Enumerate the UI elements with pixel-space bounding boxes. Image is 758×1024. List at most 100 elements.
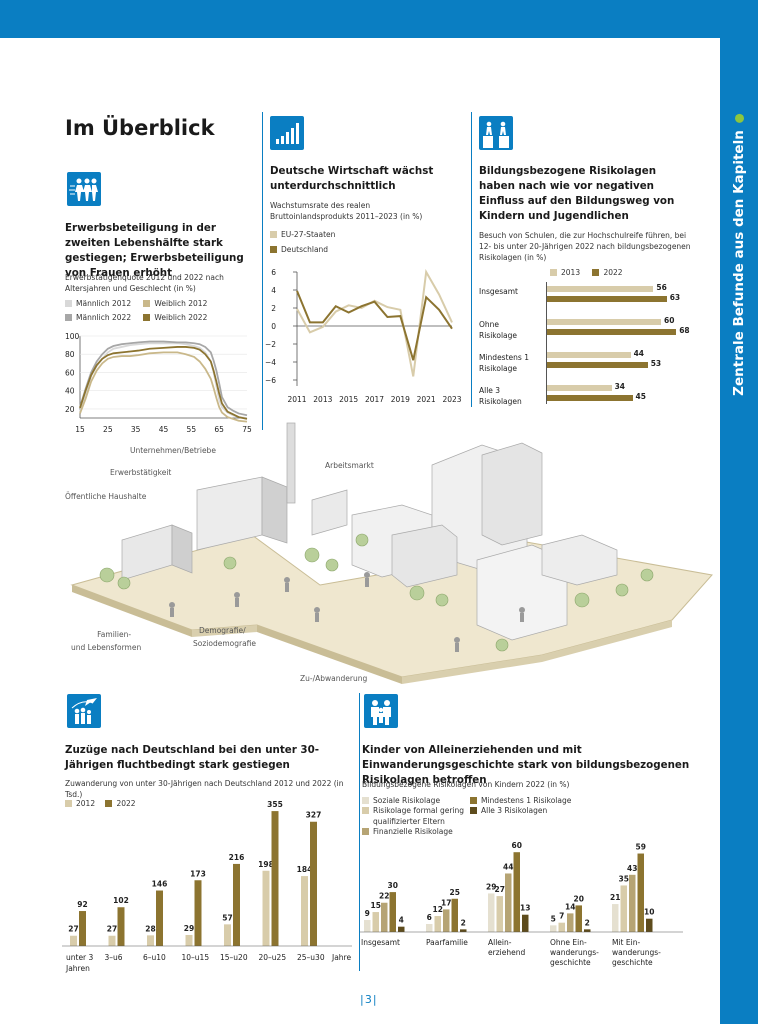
green-dot-icon	[734, 114, 744, 124]
bar	[451, 898, 458, 932]
bar-value-label: 10	[644, 908, 654, 917]
education-subtitle: Besuch von Schulen, die zur Hochschulrei…	[479, 231, 691, 262]
bar-value-label: 30	[388, 881, 398, 890]
bar-value-label: 15	[371, 901, 381, 910]
legend-label: Weiblich 2012	[154, 299, 208, 308]
bar-value-label: 21	[610, 893, 620, 902]
side-title-text: Zentrale Befunde aus den Kapiteln	[731, 130, 747, 396]
bar-value-label: 57	[222, 913, 232, 922]
economy-chart: 6 4 2 0 −2 −4 −6 2011 2013 2015 2017 2019 2021 2023	[265, 268, 462, 404]
bar	[460, 929, 467, 932]
legend-item: 2022	[592, 268, 623, 277]
label-demografie: Demografie/ Soziodemografie	[193, 624, 256, 650]
label-demografie-line2: Soziodemografie	[193, 639, 257, 648]
legend-label: Soziale Risikolage	[373, 796, 441, 805]
bar-value-label: 198	[258, 860, 274, 869]
label-arbeitsmarkt: Arbeitsmarkt	[325, 461, 374, 470]
x-tick-label: 45	[159, 425, 169, 434]
x-tick-label: 25	[103, 425, 113, 434]
bar-value-label: 102	[113, 896, 129, 905]
bar-v2013	[547, 319, 661, 325]
bar-value-label: 9	[365, 909, 370, 918]
top-banner	[0, 0, 758, 38]
row-label-line2: Risikolage	[479, 331, 518, 340]
bar-value-label: 13	[520, 904, 530, 913]
bar	[271, 811, 279, 946]
bar-value-label: 7	[559, 912, 564, 921]
label-unternehmen: Unternehmen/Betriebe	[130, 446, 216, 455]
bar-value-label: 2	[585, 918, 590, 927]
growth-bars-icon	[270, 116, 304, 150]
bar-value-label: 59	[636, 843, 646, 852]
family-icon	[364, 694, 398, 728]
legend-item: 2022	[105, 799, 136, 808]
bar-value-label: 45	[635, 392, 646, 401]
bar	[443, 909, 450, 932]
bar-v2013	[547, 352, 631, 358]
bar-v2022	[547, 296, 667, 302]
bar	[224, 924, 231, 946]
bar	[612, 904, 619, 932]
bar-value-label: 44	[503, 862, 513, 871]
bar-value-label: 355	[267, 800, 283, 809]
y-tick-label: 0	[271, 322, 276, 331]
education-chart: Insgesamt 56 63 Ohne Risikolage 60 68 Mindesten…	[479, 282, 699, 407]
legend-label: Deutschland	[281, 245, 329, 254]
bar-value-label: 5	[551, 914, 556, 923]
label-erwerbstaetigkeit: Erwerbstätigkeit	[110, 468, 172, 477]
legend-item: Soziale Risikolage	[362, 796, 440, 807]
x-tick-label: 2017	[365, 395, 384, 404]
x-tick-label: 2013	[313, 395, 332, 404]
bar-value-label: 63	[669, 293, 681, 302]
x-tick-label: 35	[131, 425, 141, 434]
group-label: wanderungs-	[612, 948, 661, 957]
bar	[194, 880, 202, 946]
legend-item: Männlich 2012	[65, 299, 141, 308]
bar	[575, 905, 582, 932]
bar	[79, 911, 86, 946]
bar-value-label: 327	[306, 811, 322, 820]
bar	[372, 912, 379, 932]
climbing-figures-icon	[479, 116, 513, 150]
group-label: erziehend	[488, 948, 525, 957]
x-tick-label: 15	[75, 425, 85, 434]
bar-value-label: 22	[379, 892, 389, 901]
y-tick-label: 6	[271, 268, 276, 277]
bar	[147, 935, 154, 946]
bar-value-label: 43	[627, 864, 637, 873]
row-label-line2: Risikolage	[479, 364, 518, 373]
bar-value-label: 27	[495, 885, 505, 894]
series-line	[296, 290, 453, 361]
education-axis	[546, 282, 547, 404]
children-title: Kinder von Alleinerziehenden und mit Ein…	[362, 744, 690, 786]
legend-label: 2013	[561, 268, 581, 277]
row-label-line2: Risikolagen	[479, 397, 522, 406]
employment-subtitle: Erwerbstätigenquote 2012 und 2022 nach A…	[65, 273, 224, 293]
bar-value-label: 34	[614, 382, 626, 391]
group-label: Allein-	[488, 938, 512, 947]
legend-item: Weiblich 2022	[143, 313, 207, 322]
bar-value-label: 35	[619, 874, 629, 883]
bar	[310, 821, 317, 946]
bar	[584, 929, 591, 932]
bar	[262, 870, 270, 946]
bar	[301, 876, 308, 946]
label-haushalte: Öffentliche Haushalte	[65, 492, 147, 501]
bar	[505, 873, 512, 932]
category-label: unter 3	[66, 953, 94, 962]
legend-label-cont: qualifizierter Eltern	[373, 816, 445, 826]
label-demografie-line1: Demografie/	[199, 626, 246, 635]
bar	[629, 874, 636, 932]
x-tick-label: 2015	[339, 395, 358, 404]
employment-legend: Männlich 2012 Weiblich 2012 Männlich 202…	[65, 299, 255, 322]
category-label: 20–u25	[259, 953, 287, 962]
bar-value-label: 60	[512, 841, 522, 850]
bar-v2013	[547, 385, 612, 391]
category-label: 15–u20	[220, 953, 248, 962]
education-row-label: Mindestens 1 Risikolage	[479, 352, 529, 374]
legend-label: Risikolage formal gering	[373, 806, 464, 815]
bar-value-label: 44	[633, 349, 645, 358]
bar-value-label: 4	[399, 916, 404, 925]
bar	[70, 935, 77, 946]
series-line	[79, 340, 248, 417]
